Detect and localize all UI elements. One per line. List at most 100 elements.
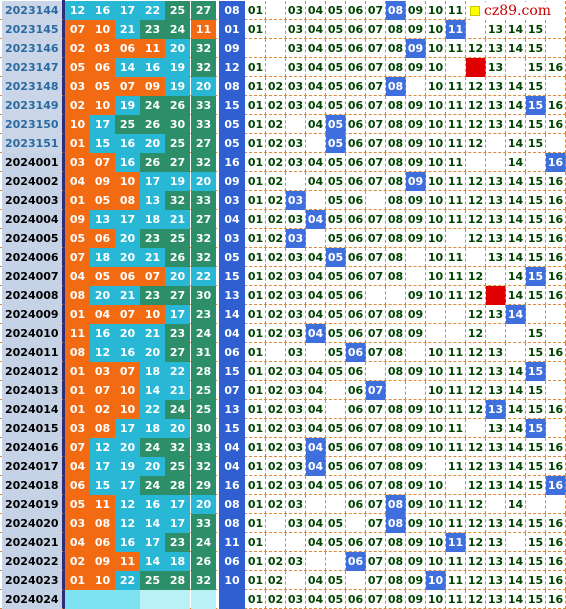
blue-zone-cell: 03	[286, 134, 306, 153]
blue-zone-cell: 04	[306, 362, 326, 381]
blue-zone-cell: 14	[506, 476, 526, 495]
blue-zone-cell: 13	[486, 172, 506, 191]
blue-zone-cell: 10	[426, 1, 446, 20]
red-ball-cell: 24	[140, 476, 165, 495]
blue-zone-cell: 10	[426, 438, 446, 457]
blue-zone-cell	[546, 39, 566, 58]
blue-zone-cell: 07	[366, 1, 386, 20]
red-ball-cell: 19	[115, 457, 140, 476]
blue-zone-cell: 09	[406, 229, 426, 248]
blue-zone-cell: 15	[526, 438, 546, 457]
blue-zone-cell: 01	[246, 172, 266, 191]
blue-zone-cell: 02	[266, 96, 286, 115]
blue-zone-cell	[326, 495, 346, 514]
blue-zone-cell: 10	[426, 552, 446, 571]
red-ball-cell: 03	[65, 77, 90, 96]
blue-zone-cell: 08	[386, 533, 406, 552]
red-ball-cell: 10	[90, 96, 115, 115]
blue-zone-cell: 14	[506, 77, 526, 96]
red-ball-cell: 10	[115, 381, 140, 400]
red-ball-cell: 27	[191, 134, 216, 153]
period-cell: 2024023	[2, 571, 62, 590]
blue-zone-cell: 04	[306, 248, 326, 267]
blue-zone-cell	[366, 191, 386, 210]
red-ball-cell: 04	[90, 305, 115, 324]
blue-zone-cell: 07	[366, 533, 386, 552]
blue-zone-cell: 11	[446, 571, 466, 590]
site-logo[interactable]: cz89.com	[470, 2, 564, 20]
table-row: 2024011 08 12 16 20 27 31 06 01 03 05 06 07 08 10 11 12 1…	[0, 343, 566, 362]
red-ball-cell: 27	[165, 153, 190, 172]
blue-zone-cell	[486, 267, 506, 286]
blue-ball-cell: 14	[219, 305, 245, 324]
blue-zone-cell	[546, 77, 566, 96]
blue-zone-cell: 14	[506, 419, 526, 438]
period-cell: 2024009	[2, 305, 62, 324]
red-ball-cell: 30	[165, 115, 190, 134]
blue-zone-cell: 02	[266, 362, 286, 381]
period-cell: 2024007	[2, 267, 62, 286]
blue-zone-cell: 13	[486, 590, 506, 609]
blue-zone-cell	[406, 267, 426, 286]
red-ball-cell: 17	[115, 476, 140, 495]
blue-zone-cell: 01	[246, 514, 266, 533]
red-ball-cell: 13	[90, 210, 115, 229]
blue-zone-cell: 16	[546, 96, 566, 115]
blue-zone-cell	[286, 172, 306, 191]
red-ball-cell: 10	[115, 400, 140, 419]
blue-zone-cell: 07	[366, 571, 386, 590]
blue-zone-cell: 05	[326, 172, 346, 191]
blue-zone-cell: 08	[386, 571, 406, 590]
red-ball-cell: 12	[90, 438, 115, 457]
red-ball-cell: 08	[90, 419, 115, 438]
blue-zone-cell: 09	[406, 476, 426, 495]
red-ball-cell: 06	[90, 533, 115, 552]
red-ball-cell: 20	[165, 39, 190, 58]
blue-zone-cell: 09	[406, 552, 426, 571]
red-ball-cell: 16	[140, 495, 165, 514]
blue-zone-cell: 09	[406, 96, 426, 115]
blue-zone-cell: 10	[426, 571, 446, 590]
red-ball-cell: 17	[90, 457, 115, 476]
red-ball-cell: 19	[115, 96, 140, 115]
red-ball-cell: 11	[191, 20, 216, 39]
red-ball-cell: 12	[115, 495, 140, 514]
blue-zone-cell: 10	[426, 115, 446, 134]
blue-zone-cell: 09	[406, 438, 426, 457]
table-row: 2024013 01 07 10 14 21 25 07 01 02 03 04 06 07 10 11 12 1…	[0, 381, 566, 400]
blue-zone-cell: 01	[246, 590, 266, 609]
blue-zone-cell: 15	[526, 20, 546, 39]
blue-zone-cell: 04	[306, 419, 326, 438]
period-cell: 2024020	[2, 514, 62, 533]
blue-zone-cell: 05	[326, 343, 346, 362]
blue-zone-cell	[546, 381, 566, 400]
red-ball-cell: 23	[191, 305, 216, 324]
red-ball-cell: 20	[165, 267, 190, 286]
red-ball-cell: 20	[90, 286, 115, 305]
blue-ball-cell: 12	[219, 58, 245, 77]
red-ball-cell: 24	[140, 438, 165, 457]
blue-zone-cell	[546, 20, 566, 39]
red-ball-cell: 23	[140, 20, 165, 39]
blue-zone-cell: 12	[466, 115, 486, 134]
blue-zone-cell: 14	[506, 571, 526, 590]
period-cell: 2023145	[2, 20, 62, 39]
blue-zone-cell: 10	[426, 476, 446, 495]
blue-zone-cell	[306, 134, 326, 153]
blue-zone-cell: 03	[286, 153, 306, 172]
red-ball-cell: 11	[115, 552, 140, 571]
blue-zone-cell	[266, 1, 286, 20]
blue-ball-cell: 09	[219, 172, 245, 191]
blue-zone-cell: 01	[246, 96, 266, 115]
blue-zone-cell: 13	[486, 362, 506, 381]
red-ball-cell: 26	[165, 248, 190, 267]
red-ball-cell: 25	[115, 115, 140, 134]
blue-zone-cell: 06	[346, 39, 366, 58]
red-ball-cell	[140, 590, 165, 609]
blue-zone-cell: 12	[466, 552, 486, 571]
blue-ball-cell: 06	[219, 552, 245, 571]
red-ball-cell: 16	[140, 58, 165, 77]
red-ball-cell: 04	[65, 457, 90, 476]
red-ball-cell: 14	[140, 514, 165, 533]
blue-zone-cell: 04	[306, 172, 326, 191]
